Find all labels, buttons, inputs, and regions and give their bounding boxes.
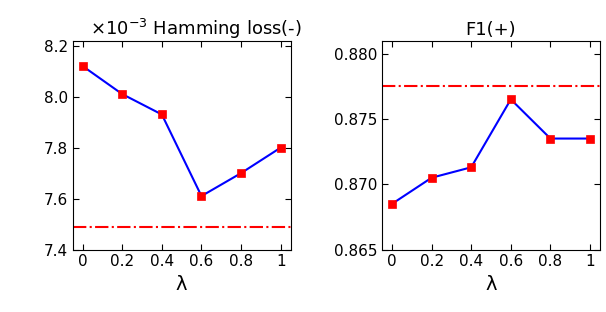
Title: F1(+): F1(+) bbox=[465, 21, 516, 39]
X-axis label: λ: λ bbox=[176, 275, 187, 294]
X-axis label: λ: λ bbox=[485, 275, 497, 294]
Text: $\times10^{-3}$ Hamming loss(-): $\times10^{-3}$ Hamming loss(-) bbox=[90, 17, 302, 41]
